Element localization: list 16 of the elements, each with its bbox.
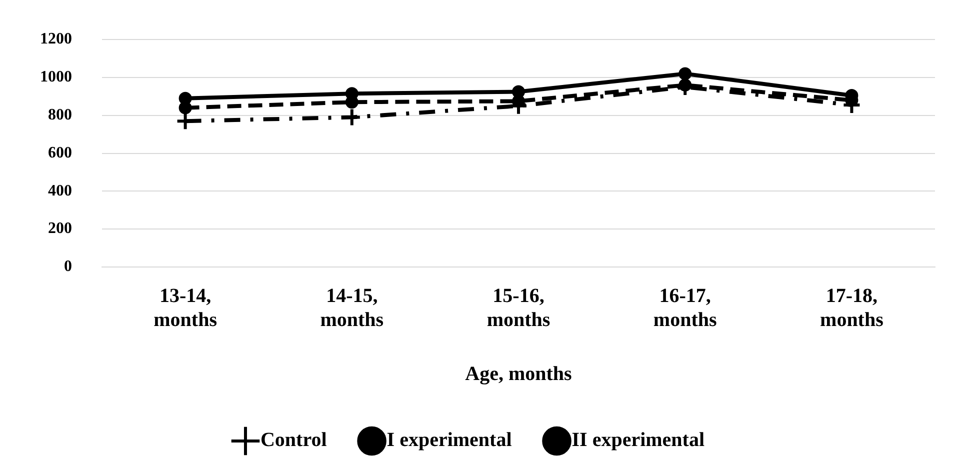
x-tick-label: 16-17, months	[653, 285, 717, 332]
y-tick-label: 800	[48, 106, 72, 124]
x-tick-label: 15-16, months	[486, 285, 550, 332]
y-tick-label: 1200	[40, 30, 72, 48]
legend-label: Control	[260, 429, 328, 452]
x-tick-label: 17-18, months	[820, 285, 884, 332]
y-tick-label: 200	[48, 220, 72, 238]
y-tick-label: 600	[48, 144, 72, 162]
x-axis-title: Age, months	[465, 363, 572, 386]
y-tick-label: 1000	[40, 68, 72, 86]
y-tick-label: 400	[48, 182, 72, 200]
legend-label: II experimental	[572, 429, 705, 452]
y-tick-label: 0	[64, 258, 72, 276]
x-tick-label: 13-14, months	[154, 285, 218, 332]
legend-label: I experimental	[386, 429, 512, 452]
x-tick-label: 14-15, months	[320, 285, 384, 332]
